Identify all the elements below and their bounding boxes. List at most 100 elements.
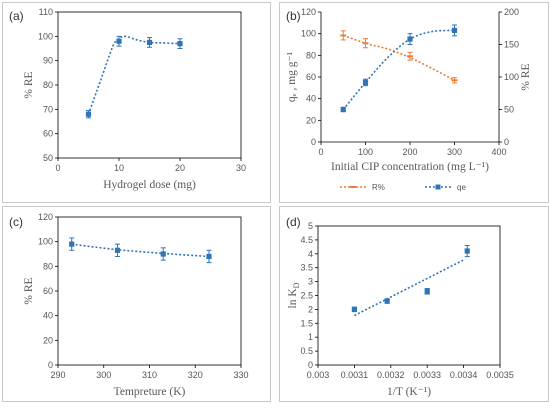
x-tick-label: 0 xyxy=(318,147,323,157)
y-tick-label: 5 xyxy=(308,221,313,231)
x-axis-title: Hydrogel dose (mg) xyxy=(103,179,196,191)
y-axis-title: % RE xyxy=(23,71,35,98)
y-tick-label: 60 xyxy=(306,72,316,82)
y2-tick-label: 50 xyxy=(504,105,514,115)
y-tick-label: 3 xyxy=(308,277,313,287)
data-point-marker xyxy=(451,27,458,34)
y-tick-label: 40 xyxy=(43,311,53,321)
data-point-marker xyxy=(464,248,470,254)
data-point-marker xyxy=(146,39,153,46)
chart-panel-d: (d) 0.003 0.0031 0.0032 0.0033 0.0034 0.0035 0 0… xyxy=(279,206,549,402)
panel-label: (c) xyxy=(9,215,23,229)
data-point-marker xyxy=(351,306,357,312)
panel-label: (b) xyxy=(286,9,301,23)
y2-tick-label: 200 xyxy=(504,7,519,17)
data-point-marker xyxy=(160,251,166,257)
panel-frame xyxy=(2,2,271,203)
y-tick-label: 4.5 xyxy=(300,235,313,245)
data-point-marker xyxy=(384,298,390,304)
data-point-marker xyxy=(424,288,430,294)
x-tick-label: 320 xyxy=(188,370,203,380)
x-tick-label: 0.003 xyxy=(307,370,330,380)
y-tick-label: 4 xyxy=(308,249,313,259)
x-tick-label: 0.0033 xyxy=(413,370,441,380)
chart-panel-a: (a) 0 10 20 30 50 60 70 80 90 100 110 Hydrogel dose … xyxy=(2,2,271,203)
panel-frame xyxy=(279,206,549,402)
y-tick-label: 80 xyxy=(306,50,316,60)
y-axis-title: qₑ , mg g⁻¹ xyxy=(286,51,298,102)
x-tick-label: 310 xyxy=(142,370,157,380)
x-tick-label: 0.0031 xyxy=(341,370,369,380)
x-tick-label: 0 xyxy=(55,163,60,173)
y-axis-title: % RE xyxy=(23,277,35,304)
x-axis-title: 1/T (K⁻¹) xyxy=(387,386,431,398)
chart-panel-c: (c) 290 300 310 320 330 0 20 40 60 80 100 120 Tempret… xyxy=(2,206,271,402)
data-point-marker xyxy=(407,36,413,42)
data-point-marker xyxy=(85,111,92,117)
y2-tick-label: 0 xyxy=(504,137,509,147)
trendline xyxy=(354,259,464,317)
x-tick-label: 300 xyxy=(96,370,111,380)
y2-tick-label: 150 xyxy=(504,40,519,50)
x-tick-label: 100 xyxy=(358,147,373,157)
y-tick-label: 100 xyxy=(38,31,53,41)
x-tick-label: 290 xyxy=(50,370,65,380)
y-tick-label: 20 xyxy=(43,335,53,345)
y-tick-label: 3.5 xyxy=(300,263,313,273)
data-point-marker xyxy=(69,241,75,247)
y-tick-label: 120 xyxy=(38,212,53,222)
y-tick-label: 60 xyxy=(43,129,53,139)
x-axis-title: Tempreture (K) xyxy=(114,386,186,398)
data-point-marker xyxy=(206,253,212,260)
trendline xyxy=(87,35,181,115)
x-tick-label: 20 xyxy=(175,163,185,173)
x-axis-title: Initial CIP concentration (mg L⁻¹) xyxy=(331,161,489,173)
chart-panel-b: (b)0 100 200 300 400020406080100120050100150… xyxy=(279,2,549,203)
panel-label: (a) xyxy=(9,9,24,23)
y-tick-label: 0 xyxy=(48,360,53,370)
y-tick-label: 40 xyxy=(306,94,316,104)
x-tick-label: 10 xyxy=(114,163,124,173)
x-tick-label: 300 xyxy=(447,147,462,157)
y2-tick-label: 100 xyxy=(504,72,519,82)
y-tick-label: 80 xyxy=(43,80,53,90)
x-tick-label: 0.0034 xyxy=(450,370,478,380)
x-tick-label: 330 xyxy=(233,370,248,380)
panel-frame xyxy=(2,206,271,402)
y-tick-label: 70 xyxy=(43,104,53,114)
y-tick-label: 50 xyxy=(43,153,53,163)
y-tick-label: 1.5 xyxy=(300,318,313,328)
data-point-marker xyxy=(177,41,183,47)
y2-axis-title: % RE xyxy=(520,63,532,90)
y-axis-title-subscript: D xyxy=(292,282,301,288)
y-tick-label: 60 xyxy=(43,286,53,296)
trendline xyxy=(71,243,210,258)
y-tick-label: 110 xyxy=(39,7,53,17)
y-tick-label: 100 xyxy=(38,237,53,247)
y-tick-label: 90 xyxy=(43,56,53,66)
panel-label: (d) xyxy=(286,215,301,229)
y-tick-label: 80 xyxy=(43,261,53,271)
legend-marker xyxy=(435,184,441,190)
x-tick-label: 200 xyxy=(402,147,417,157)
legend-label: qe xyxy=(457,183,466,192)
panel-frame xyxy=(279,2,549,203)
y-axis-title: ln KD xyxy=(287,282,301,308)
y-tick-label: 2.5 xyxy=(300,291,313,301)
data-point-marker xyxy=(114,247,121,253)
x-tick-label: 0.0032 xyxy=(377,370,405,380)
legend-label: R% xyxy=(372,183,385,192)
x-tick-label: 0.0035 xyxy=(486,370,514,380)
y-tick-label: 2 xyxy=(308,304,313,314)
data-point-marker xyxy=(362,79,369,86)
data-point-marker xyxy=(340,106,346,113)
x-tick-label: 30 xyxy=(236,163,246,173)
y-tick-label: 120 xyxy=(301,7,316,17)
y-tick-label: 0 xyxy=(311,137,316,147)
y-tick-label: 1 xyxy=(308,332,313,342)
y-tick-label: 20 xyxy=(306,115,316,125)
y-tick-label: 100 xyxy=(301,29,316,39)
x-tick-label: 400 xyxy=(491,147,506,157)
y-tick-label: 0.5 xyxy=(300,346,313,356)
